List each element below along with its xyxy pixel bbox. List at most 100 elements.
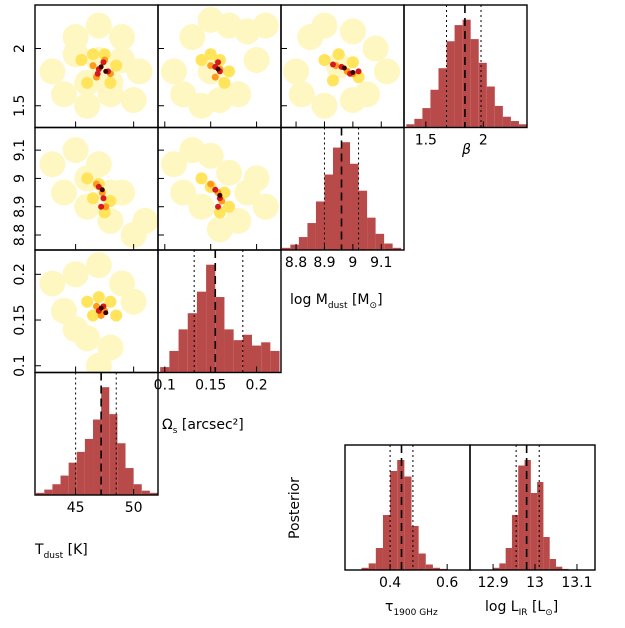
scatter-point [204, 48, 217, 61]
x-tick-label: 45 [67, 500, 85, 516]
scatter-group [39, 252, 147, 373]
label-part: Ω [162, 417, 173, 433]
histogram-bar [233, 340, 243, 373]
scatter-point [160, 58, 187, 85]
histogram-bar [518, 124, 527, 128]
histogram-bar [425, 564, 433, 570]
scatter-point [216, 159, 243, 186]
histogram-bar [76, 451, 85, 495]
x-tick-label: 0.6 [436, 575, 458, 591]
histogram-bar [390, 471, 398, 570]
scatter-point [160, 151, 187, 178]
histogram-bar [549, 559, 556, 570]
histogram-bar [169, 350, 179, 373]
x-tick-label: 13.1 [561, 575, 592, 591]
x-tick-label: 0.15 [195, 378, 226, 394]
scatter-point [243, 165, 270, 192]
scatter-point [252, 193, 279, 220]
scatter-point [98, 305, 104, 311]
scatter-point [75, 53, 88, 66]
scatter-group [160, 137, 279, 243]
label-part: IR [519, 608, 528, 618]
scatter-point [373, 58, 400, 85]
y-tick-label: 8.9 [12, 196, 28, 218]
scatter-point [92, 291, 105, 304]
axis-label: Ωs [arcsec²] [162, 417, 244, 436]
x-tick-label: 1.5 [415, 133, 437, 149]
scatter-group [39, 12, 153, 119]
x-tick-label: 13 [526, 575, 544, 591]
label-part: ] [553, 599, 558, 615]
scatter-point [195, 53, 208, 66]
y-tick-label: 0.15 [12, 304, 28, 335]
scatter-point [179, 24, 206, 51]
scatter-point [207, 180, 215, 188]
scatter-point [339, 18, 366, 45]
histogram-bar [511, 515, 519, 570]
scatter-point [120, 288, 147, 315]
histogram-bar [36, 492, 45, 495]
x-tick-label: 0.1 [154, 378, 176, 394]
histogram-bar [499, 563, 506, 570]
scatter-point [215, 203, 222, 210]
scatter-point [197, 142, 224, 169]
histogram-bar [101, 387, 110, 495]
scatter-point [39, 58, 66, 85]
histogram-bar [438, 68, 447, 128]
histogram-bar [518, 465, 525, 570]
histogram-bar [530, 493, 538, 570]
x-tick-label: 9.1 [370, 255, 392, 271]
scatter-group [39, 137, 158, 249]
scatter-point [120, 222, 147, 249]
histogram-bar [196, 291, 207, 373]
y-tick-label: 9 [12, 174, 28, 183]
scatter-point [104, 76, 117, 89]
histogram-bar [109, 414, 118, 495]
scatter-point [218, 76, 231, 89]
histogram-bar [430, 89, 439, 128]
histogram-bar [341, 142, 351, 250]
histogram-bar [470, 39, 479, 128]
histogram-bar [478, 62, 487, 128]
scatter-point [288, 81, 315, 108]
scatter-point [350, 70, 356, 76]
histogram-bar [332, 147, 342, 250]
scatter-point [74, 92, 101, 119]
histogram-bar [149, 492, 158, 495]
scatter-point [100, 195, 107, 202]
scatter-point [85, 352, 112, 373]
histogram-bar [375, 548, 383, 570]
histogram-bar [206, 264, 216, 373]
histogram-bar [215, 297, 225, 373]
histogram-bar [375, 233, 385, 250]
axis-label: Tdust [K] [34, 542, 88, 561]
label-part: ⊙ [370, 301, 378, 311]
scatter-point [311, 92, 338, 119]
histogram-bar [502, 116, 511, 128]
scatter-point [99, 187, 105, 193]
scatter-point [98, 64, 104, 70]
scatter-point [212, 186, 219, 193]
histogram-bar [543, 537, 550, 570]
histogram-bar [505, 548, 512, 570]
y-tick-label: 1.5 [12, 95, 28, 117]
histogram-bar [350, 163, 359, 250]
label-part: 1900 GHz [393, 608, 438, 618]
histogram-bar [60, 475, 69, 495]
histogram-bar [290, 244, 299, 250]
histogram-bar [510, 121, 519, 128]
scatter-point [81, 295, 94, 308]
scatter-point [223, 65, 236, 78]
scatter-point [354, 81, 381, 108]
histogram-bar [555, 566, 563, 570]
histogram-bar [307, 223, 316, 250]
axis-label: log LIR [L⊙] [485, 599, 558, 618]
scatter-point [225, 81, 252, 108]
histogram-bar [537, 482, 544, 570]
histogram-bar [117, 443, 126, 495]
scatter-point [87, 309, 100, 322]
y-tick-label: 9.1 [12, 139, 28, 161]
scatter-point [215, 66, 221, 72]
label-part: [M [348, 292, 370, 308]
